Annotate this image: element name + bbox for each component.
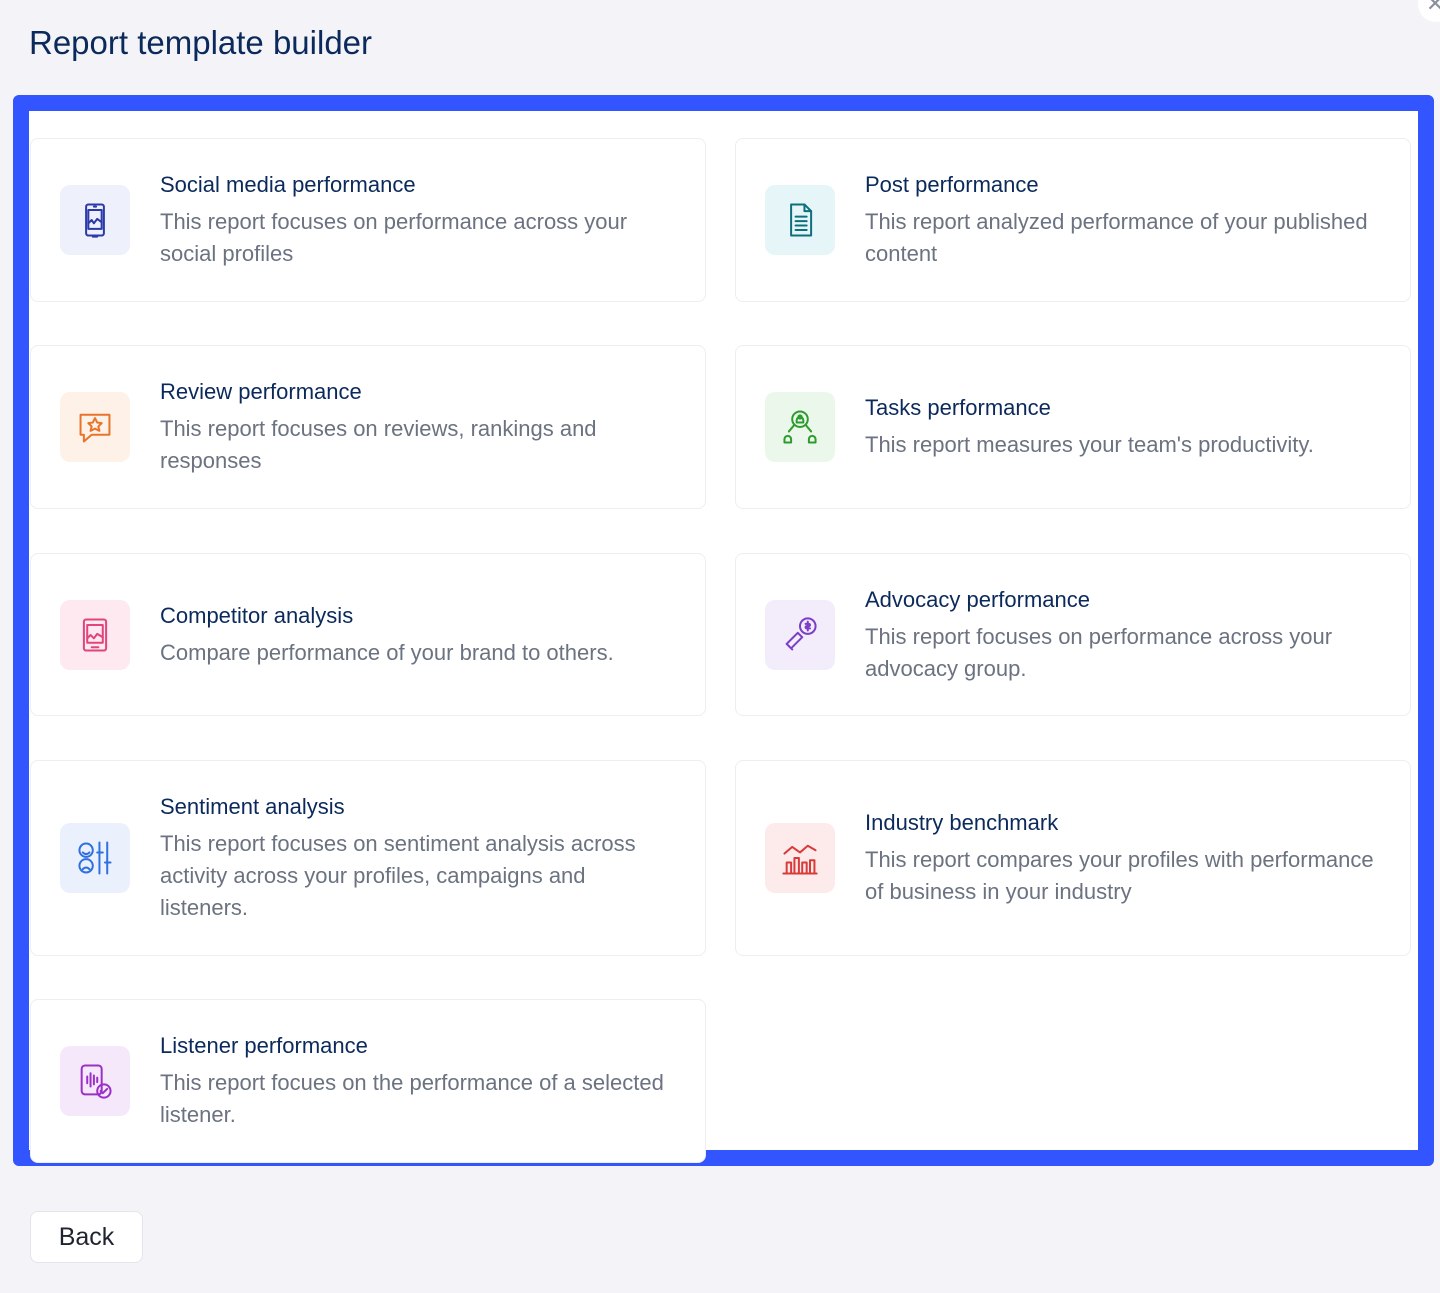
- template-title: Social media performance: [160, 172, 416, 197]
- bar-line-chart-icon: [765, 823, 835, 893]
- listener-check-icon: [60, 1046, 130, 1116]
- footer: [0, 1180, 1440, 1293]
- page-title: Report template builder: [29, 24, 373, 61]
- template-title: Competitor analysis: [160, 602, 354, 628]
- template-title: Advocacy performance: [865, 586, 1090, 612]
- sentiment-faces-icon: [60, 823, 130, 893]
- tablet-chart-icon: [60, 599, 130, 670]
- template-card-sentiment-analysis[interactable]: Sentiment analysis This report focuses on…: [30, 760, 706, 956]
- template-description: This report measures your team's product…: [865, 432, 1314, 457]
- star-chat-icon: [60, 392, 130, 462]
- template-card-advocacy-performance[interactable]: Advocacy performance This report focuses …: [735, 553, 1411, 716]
- close-icon[interactable]: ✕: [1418, 0, 1440, 22]
- document-icon: [765, 185, 835, 255]
- template-title: Tasks performance: [865, 395, 1051, 420]
- template-title: Industry benchmark: [865, 810, 1059, 835]
- template-description: This report focuses on performance acros…: [160, 209, 628, 266]
- template-card-industry-benchmark[interactable]: Industry benchmark This report compares y…: [735, 760, 1411, 956]
- template-description: This report analyzed performance of your…: [865, 209, 1368, 266]
- back-button[interactable]: Back: [30, 1211, 143, 1263]
- template-title: Post performance: [865, 172, 1039, 197]
- template-description: This report focuses on reviews, rankings…: [160, 416, 597, 473]
- template-card-competitor-analysis[interactable]: Competitor analysis Compare performance o…: [30, 553, 706, 716]
- template-card-tasks-performance[interactable]: Tasks performance This report measures yo…: [735, 345, 1411, 509]
- template-card-social-media-performance[interactable]: Social media performance This report focu…: [30, 138, 706, 302]
- template-card-review-performance[interactable]: Review performance This report focuses on…: [30, 345, 706, 509]
- template-card-listener-performance[interactable]: Listener performance This report focues o…: [30, 999, 706, 1163]
- template-description: This report focuses on performance acros…: [865, 623, 1333, 681]
- template-description: Compare performance of your brand to oth…: [160, 639, 614, 665]
- template-title: Review performance: [160, 379, 362, 404]
- template-description: This report compares your profiles with …: [865, 847, 1374, 904]
- template-title: Sentiment analysis: [160, 794, 345, 819]
- template-description: This report focuses on sentiment analysi…: [160, 831, 636, 920]
- template-card-post-performance[interactable]: Post performance This report analyzed per…: [735, 138, 1411, 302]
- template-grid: Social media performance This report focu…: [13, 95, 1434, 1166]
- template-title: Listener performance: [160, 1033, 368, 1058]
- megaphone-dollar-icon: [765, 599, 835, 670]
- template-description: This report focues on the performance of…: [160, 1070, 664, 1127]
- smartphone-chart-icon: [60, 185, 130, 255]
- team-network-icon: [765, 392, 835, 462]
